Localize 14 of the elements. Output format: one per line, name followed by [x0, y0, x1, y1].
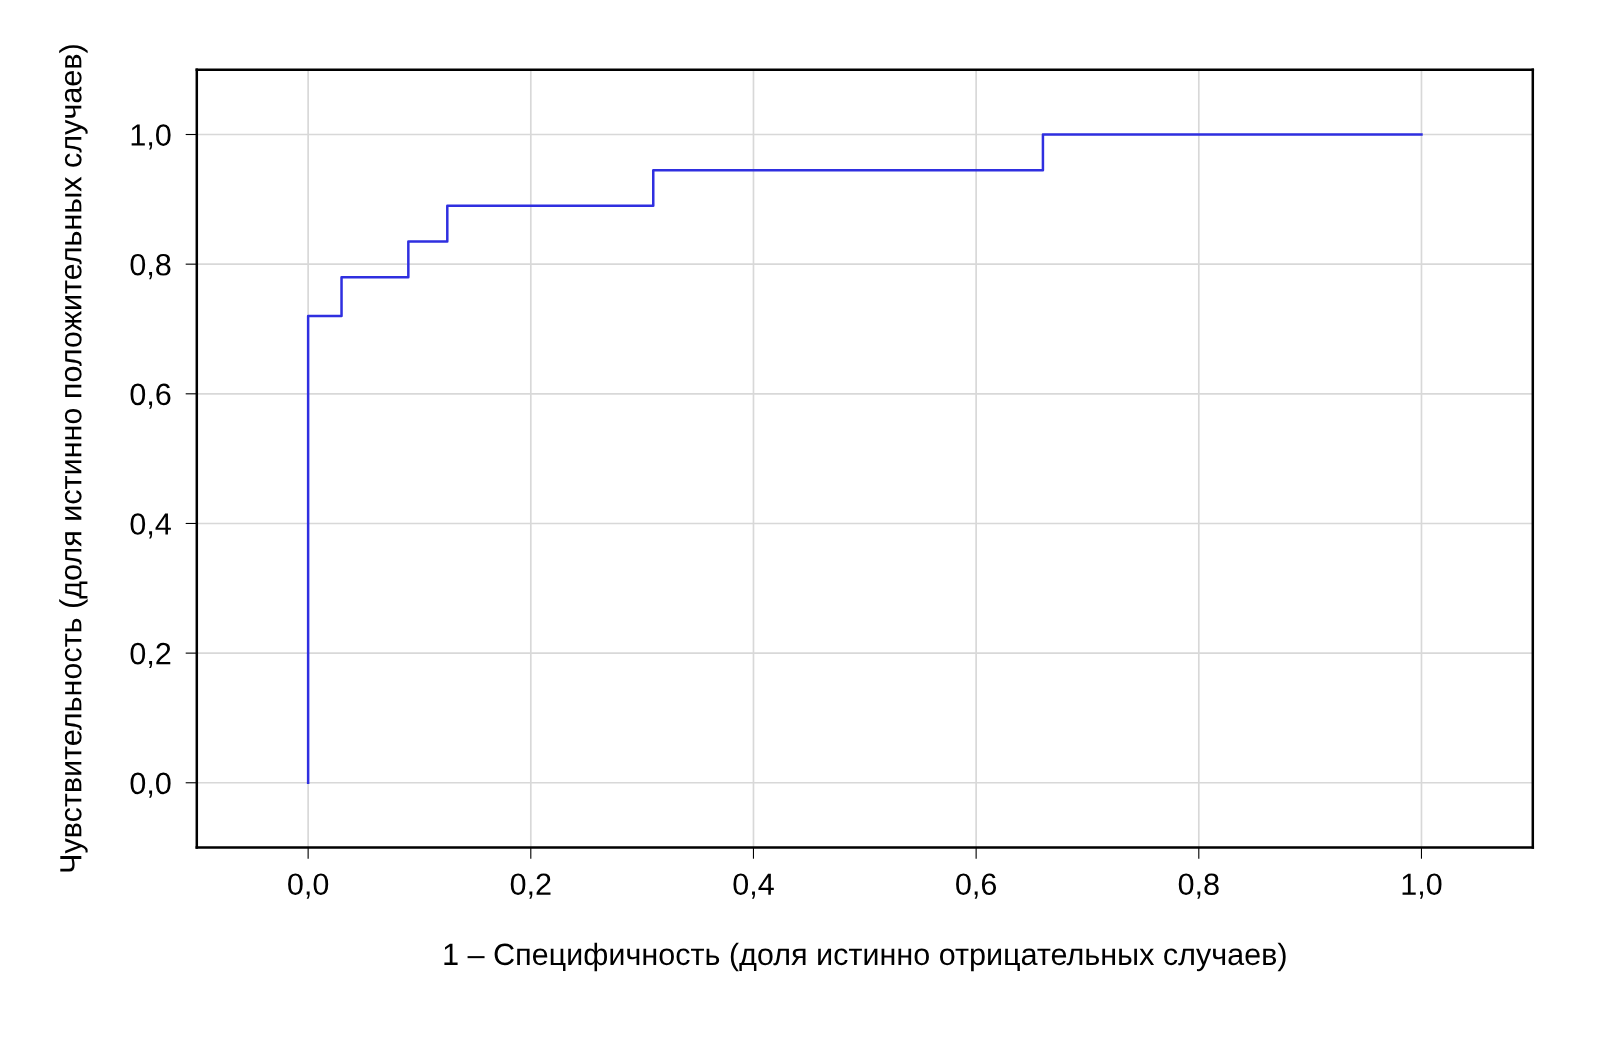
- y-axis-title: Чувствительность (доля истинно положительных случаев): [59, 45, 88, 872]
- x-tick-label: 0,0: [288, 873, 329, 899]
- x-tick-label: 1,0: [1402, 873, 1442, 899]
- y-tick-label: 0,8: [130, 253, 171, 280]
- x-axis-title: 1 – Специфичность (доля истинно отрицательных случаев): [444, 942, 1286, 972]
- y-tick-label: 0,4: [130, 513, 171, 539]
- x-tick-label: 0,2: [510, 873, 551, 899]
- y-tick-label: 0,2: [130, 642, 171, 669]
- x-tick-label: 0,4: [733, 873, 774, 899]
- y-tick-label: 0,6: [130, 383, 171, 409]
- y-tick-label: 1,0: [131, 124, 171, 150]
- x-tick-label: 0,8: [1178, 873, 1219, 899]
- y-tick-label: 0,0: [130, 772, 171, 798]
- x-tick-label: 0,6: [956, 873, 997, 899]
